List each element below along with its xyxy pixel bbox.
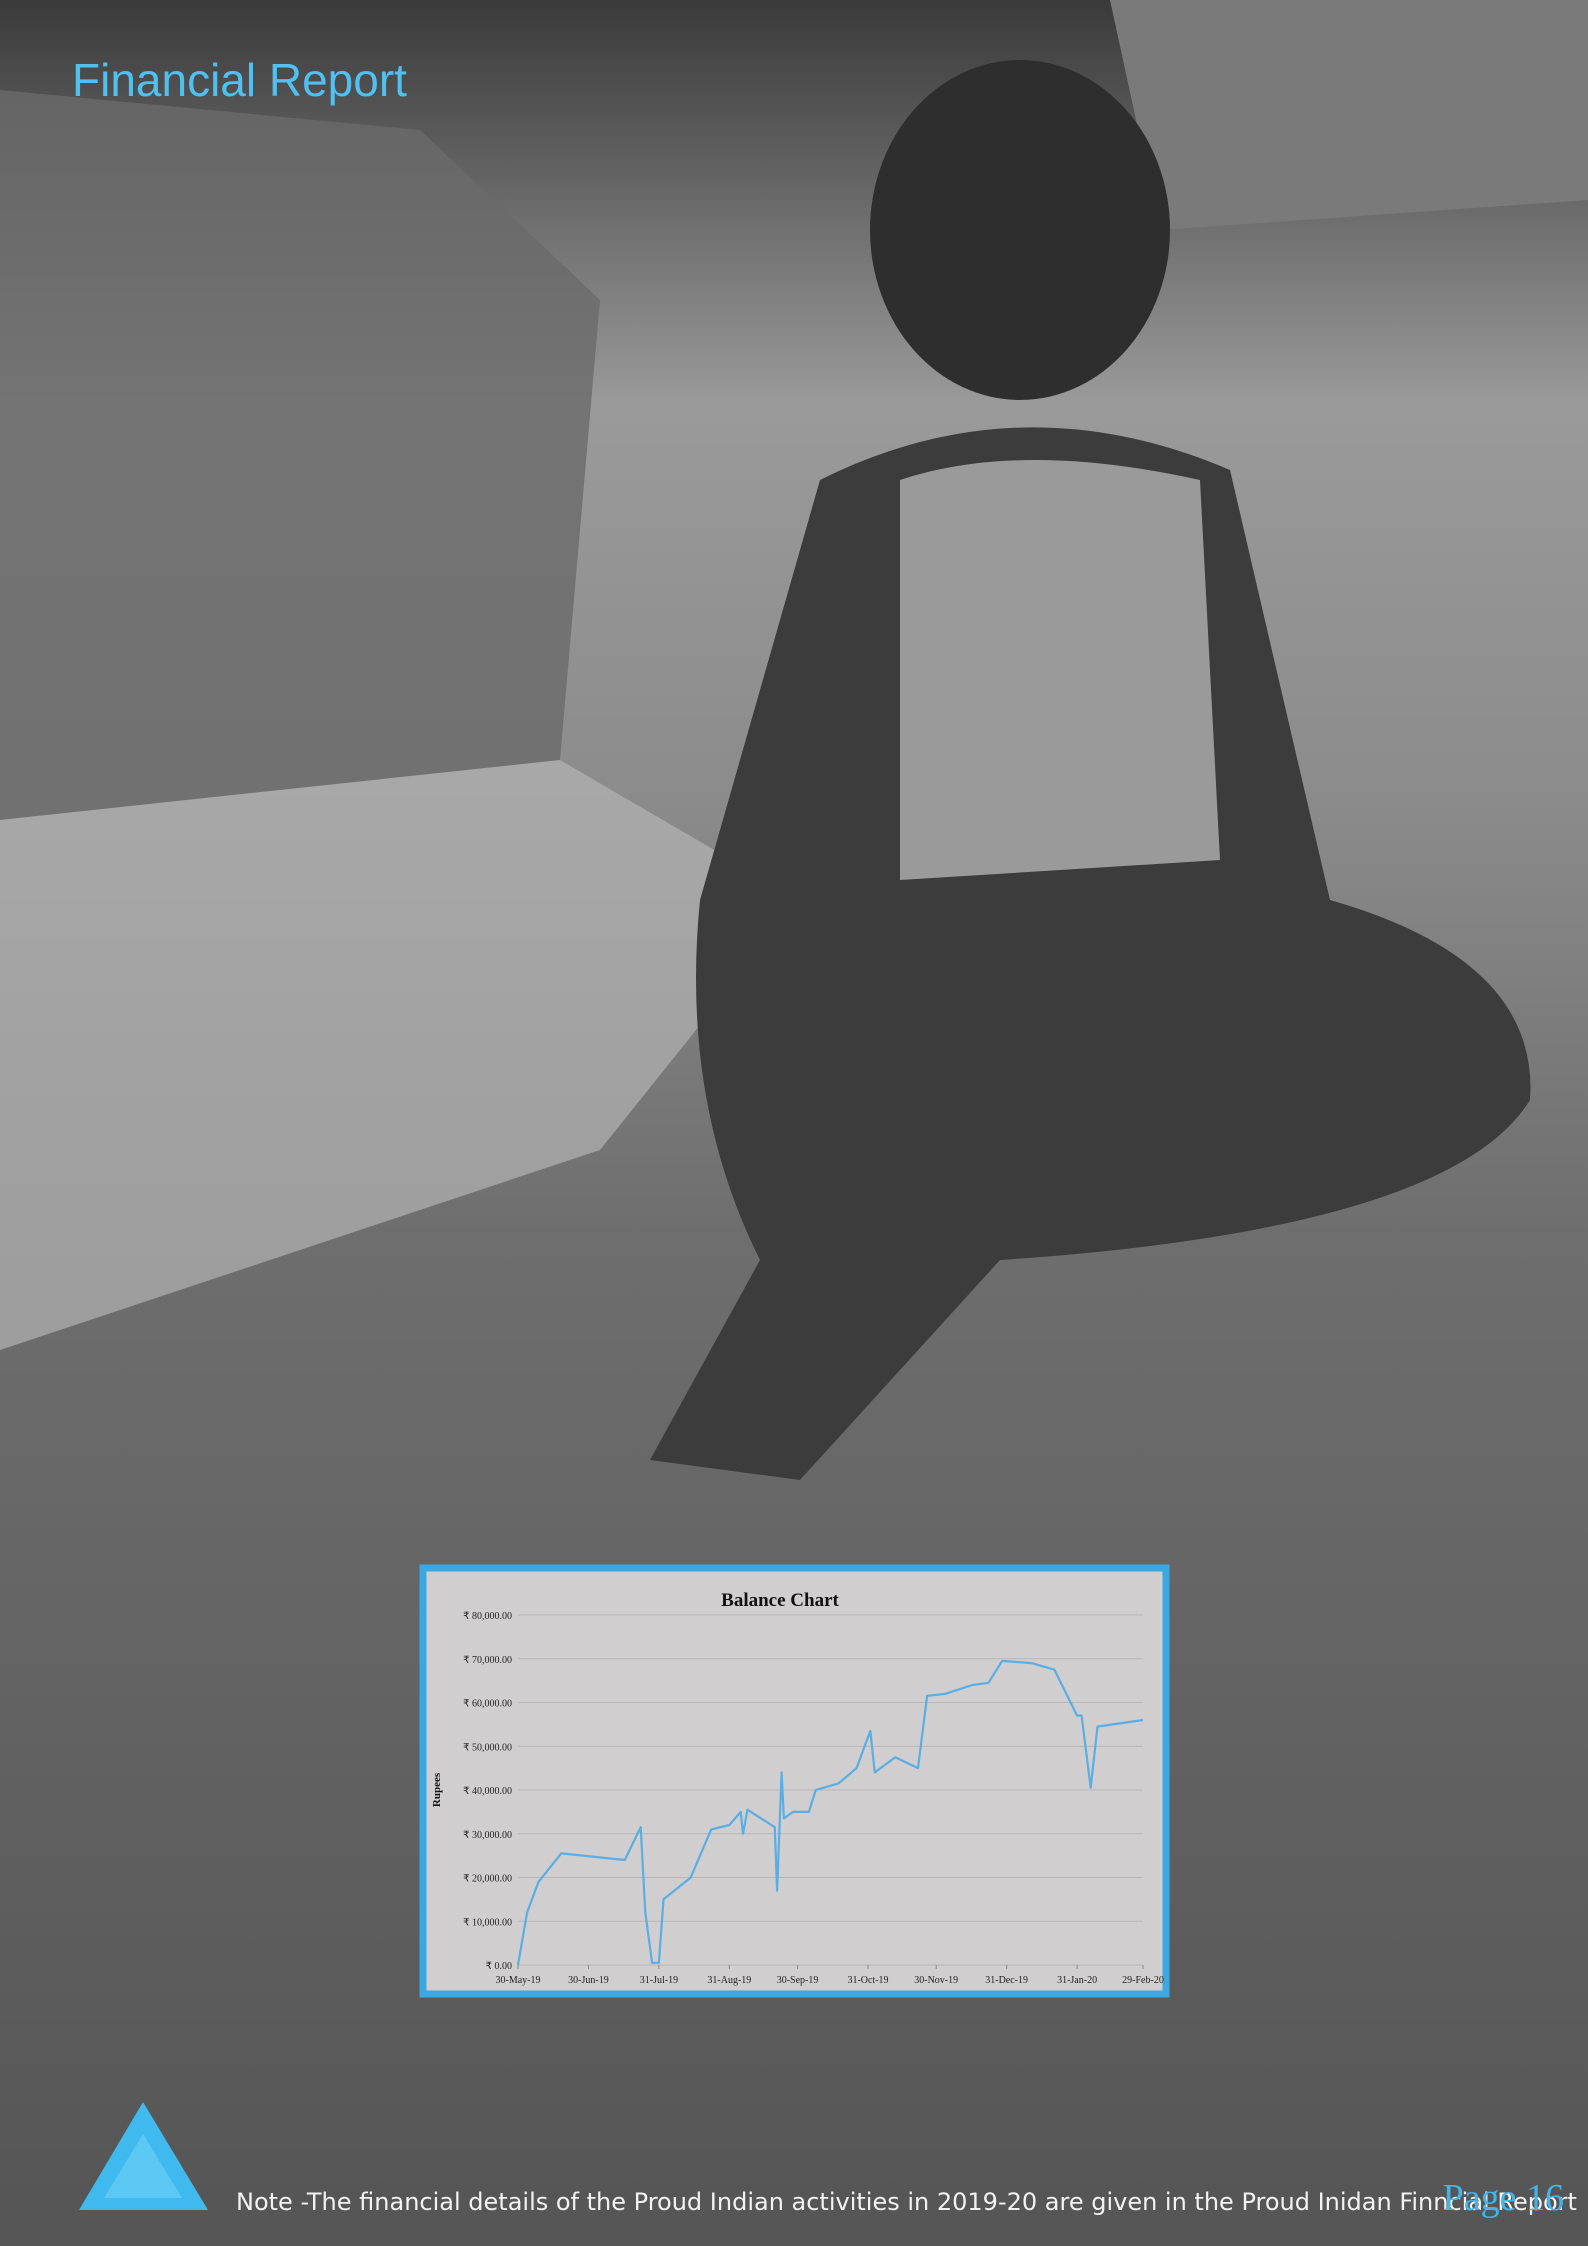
child-body	[650, 427, 1531, 1480]
x-tick-label: 30-Nov-19	[914, 1975, 958, 1986]
footer-note: Note -The financial details of the Proud…	[236, 2188, 1577, 2216]
y-tick-label: ₹ 30,000.00	[463, 1830, 512, 1841]
shack	[0, 90, 600, 820]
y-tick-label: ₹ 10,000.00	[463, 1917, 512, 1928]
x-tick-label: 29-Feb-20	[1122, 1975, 1164, 1986]
balance-line	[516, 1659, 1144, 1966]
sunlit-ground	[0, 760, 800, 1350]
page-number: Page 16	[1443, 2177, 1564, 2219]
y-tick-label: ₹ 40,000.00	[463, 1786, 512, 1797]
logo-inner	[104, 2134, 182, 2198]
y-tick-label: ₹ 50,000.00	[463, 1742, 512, 1753]
x-tick-label: 31-Aug-19	[707, 1975, 751, 1986]
y-tick-label: ₹ 60,000.00	[463, 1699, 512, 1710]
y-axis-label: Rupees	[431, 1772, 443, 1807]
x-tick-label: 31-Jul-19	[640, 1975, 678, 1986]
x-tick-label: 31-Dec-19	[985, 1975, 1028, 1986]
chart-frame	[419, 1564, 1170, 1998]
x-tick-label: 30-Jun-19	[568, 1975, 609, 1986]
x-tick-label: 30-May-19	[496, 1975, 541, 1986]
chart: Balance Chart Rupees ₹ 0.00 ₹ 10,000.00 ₹ …	[419, 1564, 1170, 1998]
y-tick-label: ₹ 20,000.00	[463, 1874, 512, 1885]
y-tick-label: ₹ 70,000.00	[463, 1655, 512, 1666]
x-tick-label: 31-Jan-20	[1057, 1975, 1097, 1986]
y-tick-label: ₹ 0.00	[486, 1961, 512, 1972]
y-tick-label: ₹ 80,000.00	[463, 1611, 512, 1622]
x-tick-label: 31-Oct-19	[847, 1975, 888, 1986]
shirt	[900, 460, 1220, 880]
chart-title: Balance Chart	[721, 1590, 839, 1611]
page-title: Financial Report	[72, 54, 407, 106]
roof	[1110, 0, 1588, 230]
x-tick-label: 30-Sep-19	[777, 1975, 819, 1986]
child-head	[870, 60, 1170, 400]
